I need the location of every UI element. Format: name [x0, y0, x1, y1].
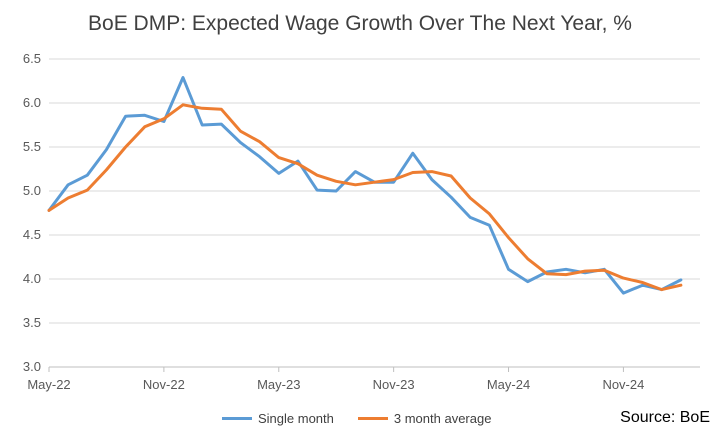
legend-item-3-month-average: 3 month average	[357, 411, 492, 426]
y-tick-label: 3.5	[23, 315, 41, 330]
series-lines	[47, 76, 683, 295]
x-tick-label: Nov-23	[373, 377, 415, 392]
y-tick-label: 5.0	[23, 183, 41, 198]
x-tick-label: May-24	[487, 377, 530, 392]
chart-title: BoE DMP: Expected Wage Growth Over The N…	[88, 12, 632, 35]
legend: Single month 3 month average	[222, 411, 515, 426]
series-line-single-month	[47, 76, 683, 295]
x-tick-label: May-22	[27, 377, 70, 392]
source-note: Source: BoE	[620, 409, 710, 426]
gridlines	[49, 58, 700, 324]
y-tick-label: 5.5	[23, 139, 41, 154]
x-axis-ticks: May-22 Nov-22 May-23 Nov-23 May-24 Nov-24	[27, 367, 644, 392]
legend-swatch-single-month	[222, 417, 252, 420]
series-line-3-month-average	[47, 103, 683, 292]
legend-label-3-month-average: 3 month average	[393, 411, 492, 426]
y-tick-label: 6.0	[23, 95, 41, 110]
legend-item-single-month: Single month	[222, 411, 334, 426]
x-tick-label: Nov-22	[143, 377, 185, 392]
y-tick-label: 4.0	[23, 271, 41, 286]
x-tick-label: Nov-24	[602, 377, 644, 392]
y-tick-label: 6.5	[23, 51, 41, 66]
y-tick-label: 4.5	[23, 227, 41, 242]
legend-swatch-3-month-average	[357, 417, 388, 420]
x-tick-label: May-23	[257, 377, 300, 392]
y-tick-label: 3.0	[23, 359, 41, 374]
y-axis-ticks: 3.0 3.5 4.0 4.5 5.0 5.5 6.0 6.5	[23, 51, 41, 374]
legend-label-single-month: Single month	[258, 411, 334, 426]
